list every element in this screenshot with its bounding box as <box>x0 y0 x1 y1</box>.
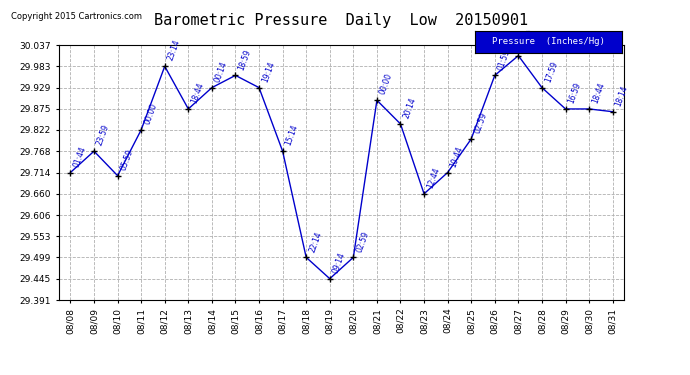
Text: 22:14: 22:14 <box>308 230 324 253</box>
Text: Copyright 2015 Cartronics.com: Copyright 2015 Cartronics.com <box>10 12 141 21</box>
Text: 18:44: 18:44 <box>591 81 607 105</box>
Text: 00:00: 00:00 <box>143 102 159 126</box>
Title: Barometric Pressure  Daily  Low  20150901: Barometric Pressure Daily Low 20150901 <box>155 13 529 28</box>
Text: 16:59: 16:59 <box>520 28 535 51</box>
Text: 18:44: 18:44 <box>190 81 206 105</box>
Text: 16:59: 16:59 <box>567 81 583 105</box>
Text: 19:14: 19:14 <box>260 60 276 84</box>
Text: 02:59: 02:59 <box>473 111 489 135</box>
Text: 05:59: 05:59 <box>119 148 135 171</box>
Text: 10:44: 10:44 <box>449 145 465 168</box>
Text: 23:14: 23:14 <box>166 39 182 62</box>
Text: 18:59: 18:59 <box>237 48 253 71</box>
Text: 01:44: 01:44 <box>72 145 88 168</box>
Text: 00:14: 00:14 <box>213 60 229 84</box>
Text: 01:59: 01:59 <box>496 48 512 71</box>
Text: 18:14: 18:14 <box>614 84 630 108</box>
Text: 02:59: 02:59 <box>355 230 371 253</box>
Text: 17:59: 17:59 <box>543 60 560 84</box>
Text: 09:14: 09:14 <box>331 251 347 274</box>
Text: 23:59: 23:59 <box>95 123 111 147</box>
Text: 12:44: 12:44 <box>426 166 442 190</box>
Text: 15:14: 15:14 <box>284 123 300 147</box>
Text: 00:00: 00:00 <box>378 72 394 96</box>
Text: 20:14: 20:14 <box>402 96 417 120</box>
